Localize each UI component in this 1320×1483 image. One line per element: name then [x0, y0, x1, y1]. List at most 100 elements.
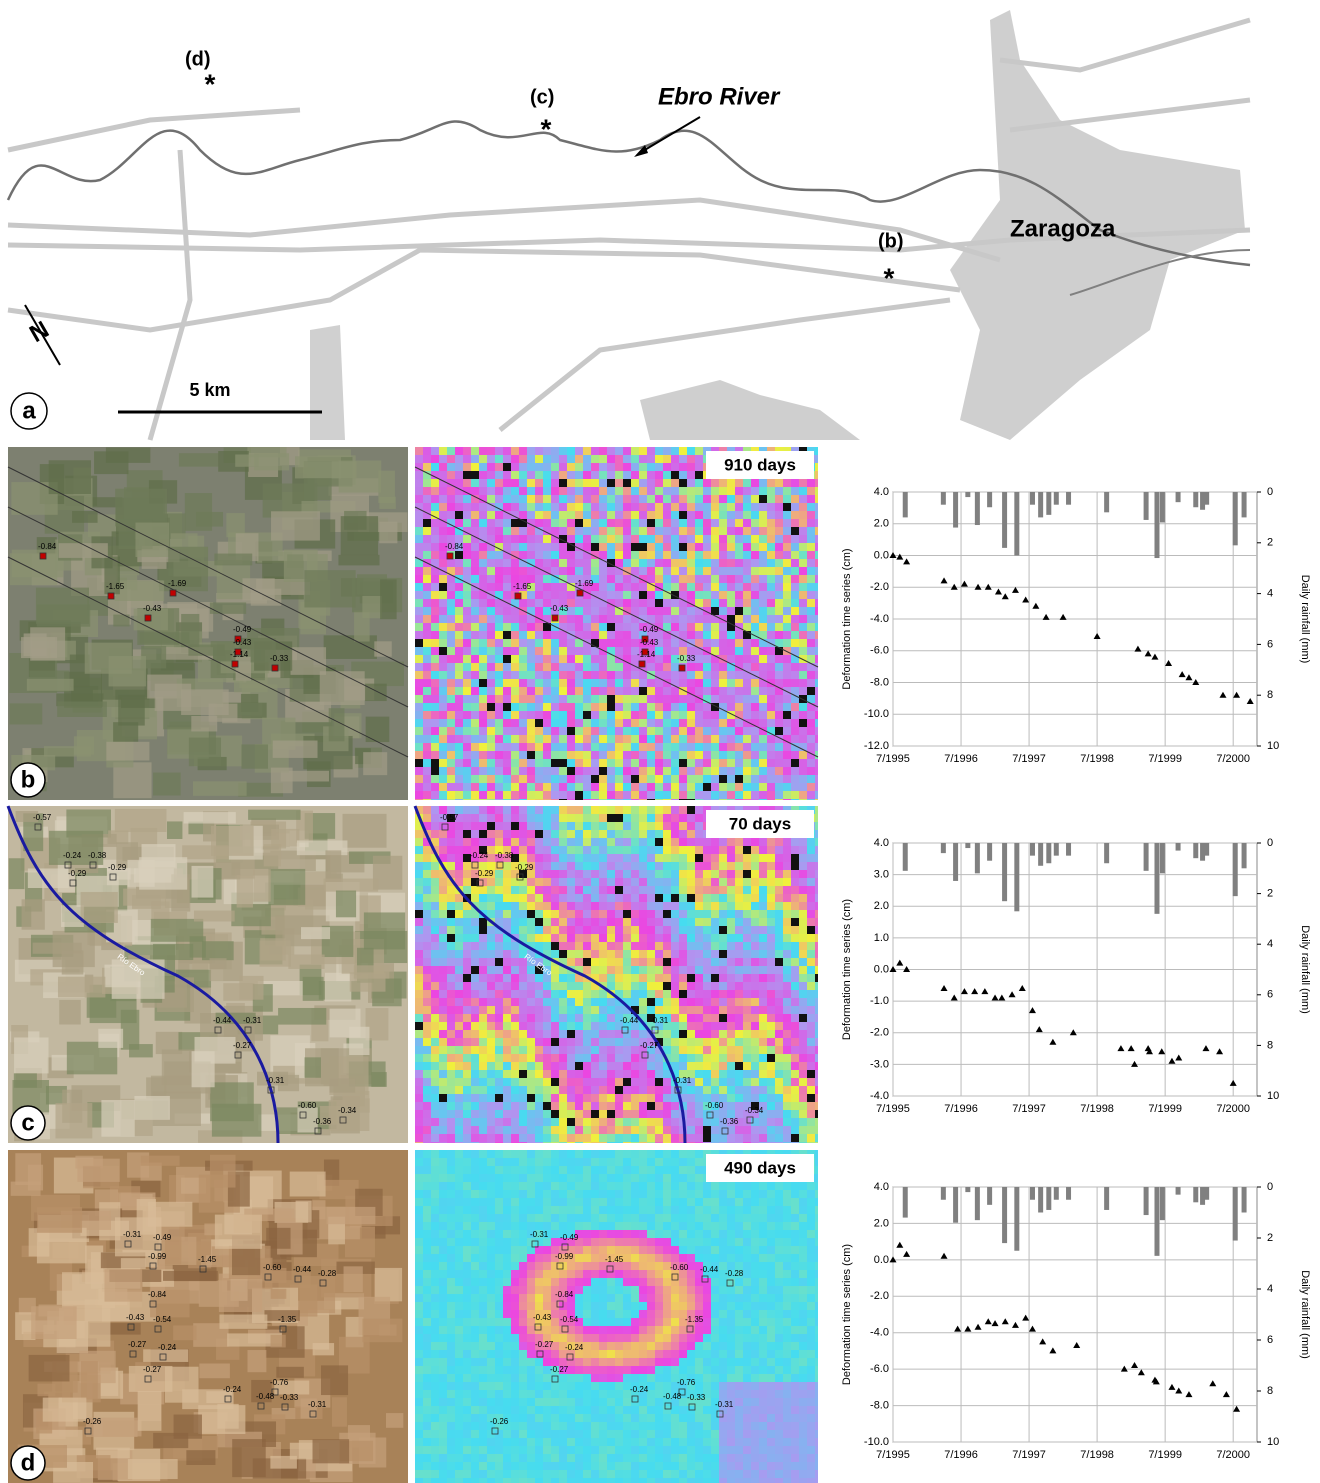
- phase-cell: [751, 487, 759, 495]
- phase-cell: [487, 966, 495, 974]
- phase-cell: [415, 535, 423, 543]
- phase-cell: [415, 663, 423, 671]
- phase-cell: [463, 559, 471, 567]
- phase-cell: [503, 1094, 511, 1102]
- phase-cell: [671, 511, 679, 519]
- phase-cell: [543, 870, 551, 878]
- phase-cell: [759, 535, 767, 543]
- phase-cell: [431, 639, 439, 647]
- phase-cell: [607, 471, 615, 479]
- phase-cell: [463, 719, 471, 727]
- phase-cell: [551, 806, 559, 814]
- phase-cell: [463, 655, 471, 663]
- phase-cell: [735, 519, 743, 527]
- phase-cell: [671, 799, 679, 800]
- phase-cell: [583, 695, 591, 703]
- phase-cell: [719, 719, 727, 727]
- phase-cell: [623, 1110, 631, 1118]
- phase-cell: [679, 950, 687, 958]
- phase-cell: [799, 783, 807, 791]
- phase-cell: [631, 966, 639, 974]
- phase-cell: [551, 1094, 559, 1102]
- phase-cell: [679, 759, 687, 767]
- phase-cell: [591, 830, 599, 838]
- phase-cell: [615, 854, 623, 862]
- terrain-patch: [253, 869, 270, 902]
- phase-cell: [519, 479, 527, 487]
- phase-cell: [543, 703, 551, 711]
- phase-cell: [687, 806, 695, 814]
- phase-cell: [623, 1054, 631, 1062]
- phase-cell: [631, 503, 639, 511]
- phase-cell: [639, 591, 647, 599]
- phase-cell: [543, 671, 551, 679]
- phase-cell: [655, 503, 663, 511]
- phase-cell: [415, 791, 423, 799]
- phase-cell: [447, 527, 455, 535]
- phase-cell: [439, 846, 447, 854]
- phase-cell: [511, 687, 519, 695]
- phase-cell: [615, 511, 623, 519]
- phase-cell: [815, 990, 818, 998]
- phase-cell: [535, 711, 543, 719]
- phase-cell: [711, 527, 719, 535]
- phase-cell: [583, 1046, 591, 1054]
- phase-cell: [471, 1062, 479, 1070]
- phase-cell: [479, 695, 487, 703]
- phase-cell: [567, 647, 575, 655]
- phase-cell: [727, 543, 735, 551]
- phase-cell: [583, 567, 591, 575]
- phase-cell: [423, 1070, 431, 1078]
- phase-cell: [575, 990, 583, 998]
- phase-cell: [791, 1038, 799, 1046]
- phase-cell: [767, 799, 775, 800]
- phase-cell: [567, 751, 575, 759]
- phase-cell: [735, 535, 743, 543]
- phase-cell: [703, 535, 711, 543]
- phase-cell: [495, 1054, 503, 1062]
- phase-cell: [415, 1118, 423, 1126]
- phase-cell: [671, 503, 679, 511]
- phase-cell: [559, 487, 567, 495]
- phase-cell: [639, 1118, 647, 1126]
- phase-cell: [791, 942, 799, 950]
- phase-cell: [663, 862, 671, 870]
- phase-cell: [439, 511, 447, 519]
- phase-cell: [743, 1126, 751, 1134]
- phase-cell: [463, 1030, 471, 1038]
- phase-cell: [591, 663, 599, 671]
- phase-cell: [711, 535, 719, 543]
- phase-cell: [575, 655, 583, 663]
- phase-cell: [671, 918, 679, 926]
- phase-cell: [415, 918, 423, 926]
- phase-cell: [735, 727, 743, 735]
- phase-cell: [751, 910, 759, 918]
- phase-cell: [631, 567, 639, 575]
- phase-cell: [551, 974, 559, 982]
- phase-cell: [463, 822, 471, 830]
- phase-cell: [703, 751, 711, 759]
- phase-cell: [479, 799, 487, 800]
- phase-cell: [663, 846, 671, 854]
- phase-cell: [567, 982, 575, 990]
- phase-cell: [591, 487, 599, 495]
- phase-cell: [479, 1094, 487, 1102]
- phase-cell: [503, 623, 511, 631]
- phase-cell: [655, 830, 663, 838]
- phase-cell: [807, 1062, 815, 1070]
- phase-cell: [751, 1014, 759, 1022]
- phase-cell: [791, 934, 799, 942]
- phase-cell: [447, 1110, 455, 1118]
- phase-cell: [727, 559, 735, 567]
- phase-cell: [447, 487, 455, 495]
- phase-cell: [655, 1118, 663, 1126]
- terrain-patch: [341, 516, 378, 555]
- phase-cell: [607, 878, 615, 886]
- phase-cell: [455, 471, 463, 479]
- phase-cell: [655, 990, 663, 998]
- phase-cell: [679, 767, 687, 775]
- phase-cell: [735, 703, 743, 711]
- phase-cell: [751, 663, 759, 671]
- phase-cell: [599, 687, 607, 695]
- phase-cell: [503, 535, 511, 543]
